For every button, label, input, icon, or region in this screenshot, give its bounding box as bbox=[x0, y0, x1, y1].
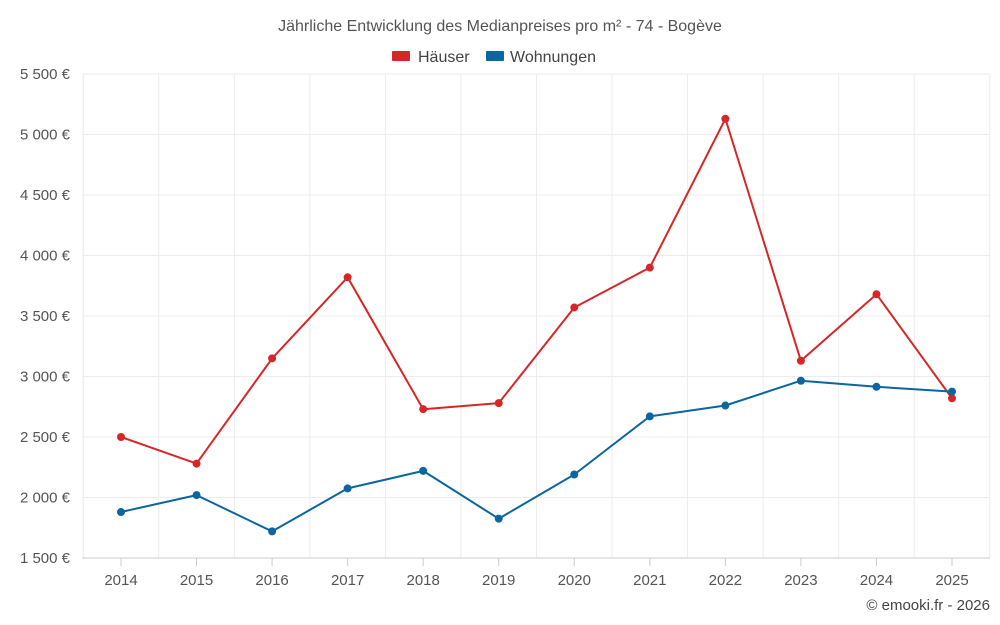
data-point-h-user[interactable] bbox=[796, 356, 805, 365]
legend-swatch-h-user bbox=[392, 51, 410, 61]
series-line-h-user bbox=[120, 117, 953, 465]
x-tick-label: 2024 bbox=[860, 572, 893, 589]
legend-label-h-user[interactable]: Häuser bbox=[418, 49, 470, 66]
x-tick-label: 2022 bbox=[709, 572, 742, 589]
x-tick-label: 2016 bbox=[255, 572, 288, 589]
y-tick-label: 5 000 € bbox=[20, 127, 71, 144]
data-point-h-user[interactable] bbox=[872, 290, 881, 299]
x-tick-label: 2014 bbox=[104, 572, 137, 589]
axis-layer: 1 500 € 2 000 € 2 500 € 3 000 € 3 500 € 4 000… bbox=[20, 66, 990, 589]
data-point-h-user[interactable] bbox=[192, 459, 201, 468]
x-tick-label: 2025 bbox=[935, 572, 968, 589]
data-point-wohnungen[interactable] bbox=[419, 466, 428, 475]
legend: Häuser Wohnungen bbox=[392, 49, 596, 66]
y-tick-label: 1 500 € bbox=[20, 550, 71, 567]
y-tick-label: 4 500 € bbox=[20, 187, 71, 204]
data-point-wohnungen[interactable] bbox=[343, 484, 352, 493]
data-point-wohnungen[interactable] bbox=[117, 508, 125, 517]
x-tick-label: 2017 bbox=[331, 572, 364, 589]
legend-label-wohnungen[interactable]: Wohnungen bbox=[510, 49, 596, 66]
data-point-wohnungen[interactable] bbox=[872, 382, 881, 391]
x-tick-label: 2021 bbox=[633, 572, 666, 589]
data-point-wohnungen[interactable] bbox=[796, 376, 805, 385]
y-tick-label: 5 500 € bbox=[20, 66, 71, 83]
legend-swatch-wohnungen bbox=[486, 51, 504, 61]
data-point-h-user[interactable] bbox=[494, 399, 503, 408]
data-point-wohnungen[interactable] bbox=[494, 514, 503, 523]
data-point-h-user[interactable] bbox=[721, 114, 730, 123]
y-tick-label: 4 000 € bbox=[20, 248, 71, 265]
data-point-h-user[interactable] bbox=[570, 303, 579, 312]
data-point-h-user[interactable] bbox=[343, 273, 352, 282]
y-tick-label: 3 000 € bbox=[20, 369, 71, 386]
data-point-h-user[interactable] bbox=[948, 394, 956, 403]
y-tick-label: 2 000 € bbox=[20, 490, 71, 507]
data-point-wohnungen[interactable] bbox=[948, 387, 956, 396]
series-layer bbox=[117, 114, 956, 536]
grid-layer bbox=[82, 73, 991, 559]
y-tick-label: 2 500 € bbox=[20, 429, 71, 446]
x-tick-label: 2020 bbox=[558, 572, 591, 589]
data-point-h-user[interactable] bbox=[645, 263, 654, 272]
data-point-h-user[interactable] bbox=[117, 433, 125, 441]
data-point-wohnungen[interactable] bbox=[192, 491, 201, 500]
x-tick-label: 2023 bbox=[784, 572, 817, 589]
series-line-wohnungen bbox=[120, 379, 953, 533]
data-point-wohnungen[interactable] bbox=[268, 527, 277, 536]
data-point-h-user[interactable] bbox=[419, 405, 428, 414]
chart-title: Jährliche Entwicklung des Medianpreises … bbox=[278, 18, 722, 35]
x-tick-label: 2015 bbox=[180, 572, 213, 589]
data-point-h-user[interactable] bbox=[268, 354, 277, 363]
x-tick-label: 2019 bbox=[482, 572, 515, 589]
y-tick-label: 3 500 € bbox=[20, 308, 71, 325]
x-tick-label: 2018 bbox=[406, 572, 439, 589]
data-point-wohnungen[interactable] bbox=[570, 470, 579, 479]
data-point-wohnungen[interactable] bbox=[645, 412, 654, 421]
credit-text: © emooki.fr - 2026 bbox=[866, 597, 990, 614]
data-point-wohnungen[interactable] bbox=[721, 401, 730, 410]
